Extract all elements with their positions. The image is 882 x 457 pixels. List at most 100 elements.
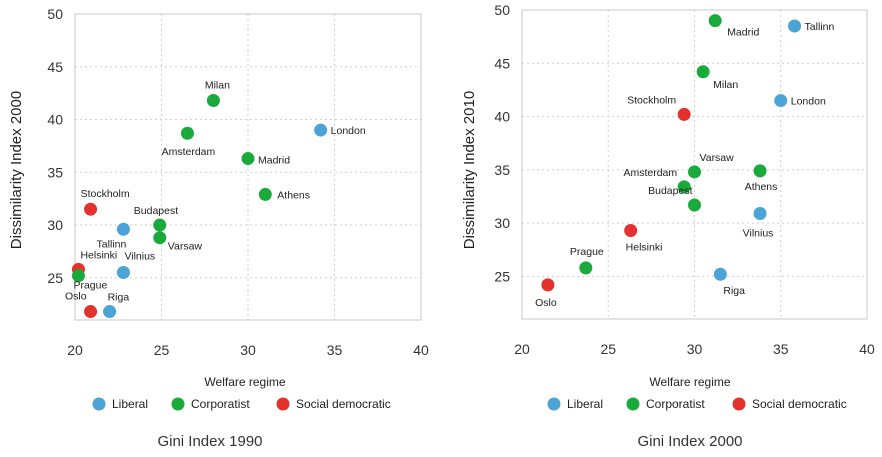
point-riga (713, 267, 727, 281)
legend-label-corporatist: Corporatist (191, 397, 250, 411)
y-tick-label: 50 (47, 6, 63, 22)
point-label-tallinn: Tallinn (97, 238, 127, 250)
point-label-amsterdam: Amsterdam (623, 167, 677, 179)
point-prague (579, 261, 593, 275)
point-label-milan: Milan (713, 79, 738, 91)
x-tick-label: 30 (687, 341, 703, 357)
y-tick-label: 25 (47, 270, 63, 286)
legend-marker-corporatist (171, 397, 185, 411)
chart-panel-left: 20 25 30 35 40 25 30 35 40 45 50 Dissimilarity Inde… (8, 6, 429, 450)
point-london (314, 123, 328, 137)
legend-label-social-democratic: Social democratic (296, 397, 391, 411)
chart-title: Gini Index 1990 (157, 433, 262, 450)
x-tick-label: 20 (514, 341, 530, 357)
point-label-london: London (791, 96, 826, 108)
point-madrid (708, 14, 722, 28)
y-tick-label: 35 (494, 162, 510, 178)
legend-marker-social-democratic (276, 397, 290, 411)
point-tallinn (116, 222, 130, 236)
legend: Welfare regime Liberal Corporatist Social d… (547, 375, 847, 411)
point-label-budapest: Budapest (648, 185, 692, 197)
point-label-vilnius: Vilnius (743, 228, 774, 240)
point-label-riga: Riga (723, 285, 745, 297)
point-label-varsaw: Varsaw (168, 241, 203, 253)
point-prague (71, 269, 85, 283)
point-vilnius (116, 266, 130, 280)
point-athens (753, 164, 767, 178)
point-label-prague: Prague (570, 246, 604, 258)
point-london (774, 94, 788, 108)
x-tick-label: 35 (327, 342, 343, 358)
legend-marker-liberal (547, 397, 561, 411)
point-label-tallinn: Tallinn (805, 21, 835, 33)
y-axis-label: Dissimilarity Index 2010 (461, 91, 478, 249)
legend: Welfare regime Liberal Corporatist Social d… (92, 375, 391, 411)
y-tick-label: 30 (494, 215, 510, 231)
y-tick-label: 50 (494, 2, 510, 18)
plot-frame (521, 9, 868, 320)
x-tick-label: 35 (773, 341, 789, 357)
point-athens (258, 187, 272, 201)
point-oslo (84, 305, 98, 319)
legend-label-corporatist: Corporatist (646, 397, 705, 411)
x-tick-label: 25 (600, 341, 616, 357)
scatter-chart-right: 20 25 30 35 40 25 30 35 40 45 50 Dissimilarity Inde… (461, 2, 875, 450)
point-madrid (241, 152, 255, 166)
legend-marker-liberal (92, 397, 106, 411)
chart-panel-right: 20 25 30 35 40 25 30 35 40 45 50 Dissimilarity Inde… (441, 0, 882, 457)
y-tick-label: 25 (494, 268, 510, 284)
point-oslo (541, 278, 555, 292)
x-tick-label: 25 (154, 342, 170, 358)
x-tick-label: 40 (859, 341, 875, 357)
point-label-helsinki: Helsinki (626, 242, 663, 254)
point-label-prague: Prague (73, 280, 107, 292)
point-label-london: London (331, 125, 366, 137)
plot-area: 20 25 30 35 40 25 30 35 40 45 50 Dissimilarity Inde… (8, 6, 429, 358)
x-tick-label: 40 (413, 342, 429, 358)
legend-title: Welfare regime (204, 375, 285, 389)
point-varsaw (688, 165, 701, 179)
point-label-madrid: Madrid (727, 27, 759, 39)
plot-area: 20 25 30 35 40 25 30 35 40 45 50 Dissimilarity Inde… (461, 2, 875, 357)
point-vilnius (753, 207, 767, 221)
y-tick-label: 40 (47, 112, 63, 128)
y-tick-label: 40 (494, 109, 510, 125)
point-label-varsaw: Varsaw (700, 152, 735, 164)
plot-frame (74, 13, 422, 321)
y-tick-label: 45 (47, 59, 63, 75)
point-label-budapest: Budapest (134, 205, 178, 217)
point-label-stockholm: Stockholm (627, 94, 676, 106)
y-tick-label: 30 (47, 217, 63, 233)
point-label-oslo: Oslo (65, 291, 87, 303)
point-budapest (688, 198, 701, 212)
point-varsaw (153, 231, 167, 245)
legend-label-liberal: Liberal (567, 397, 603, 411)
point-milan (206, 94, 220, 108)
y-axis-label: Dissimilarity Index 2000 (8, 91, 25, 249)
point-label-milan: Milan (205, 80, 230, 92)
point-helsinki (624, 224, 638, 238)
point-label-riga: Riga (108, 292, 130, 304)
point-tallinn (788, 19, 802, 33)
point-label-helsinki: Helsinki (80, 249, 117, 261)
legend-marker-corporatist (626, 397, 640, 411)
point-budapest (153, 218, 167, 232)
legend-label-social-democratic: Social democratic (752, 397, 847, 411)
legend-marker-social-democratic (732, 397, 746, 411)
point-label-madrid: Madrid (258, 155, 290, 167)
point-amsterdam (180, 126, 194, 140)
x-tick-label: 20 (67, 342, 83, 358)
point-milan (696, 65, 710, 79)
point-label-stockholm: Stockholm (81, 188, 130, 200)
y-tick-label: 45 (494, 55, 510, 71)
point-riga (103, 305, 117, 319)
point-label-athens: Athens (745, 181, 778, 193)
point-stockholm (84, 202, 98, 216)
point-label-amsterdam: Amsterdam (162, 146, 216, 158)
point-label-vilnius: Vilnius (124, 251, 155, 263)
legend-title: Welfare regime (649, 375, 730, 389)
point-amsterdam (677, 180, 691, 194)
point-label-oslo: Oslo (535, 297, 557, 309)
legend-label-liberal: Liberal (112, 397, 148, 411)
y-tick-label: 35 (47, 164, 63, 180)
